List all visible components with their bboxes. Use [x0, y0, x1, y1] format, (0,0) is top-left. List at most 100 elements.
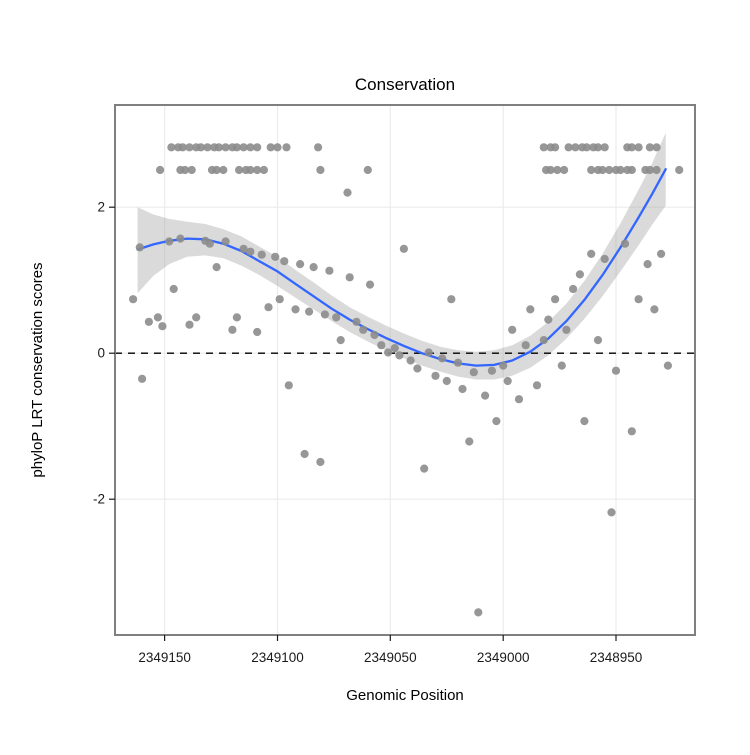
data-point — [675, 165, 684, 175]
data-point — [532, 381, 542, 390]
data-point — [282, 143, 291, 152]
data-point — [503, 376, 512, 386]
data-point — [611, 366, 621, 375]
data-point — [634, 295, 643, 304]
data-point — [352, 317, 361, 326]
data-point — [377, 341, 386, 350]
data-point — [185, 320, 194, 329]
data-point — [178, 143, 187, 152]
data-point — [627, 143, 636, 152]
data-point — [487, 366, 496, 375]
data-point — [192, 313, 201, 322]
data-point — [521, 341, 530, 350]
data-point — [239, 143, 248, 152]
x-tick-label: 2348950 — [590, 650, 643, 665]
data-point — [291, 305, 300, 314]
data-point — [650, 305, 659, 314]
data-point — [205, 239, 214, 248]
x-tick-label: 2349000 — [477, 650, 530, 665]
data-point — [508, 325, 517, 334]
data-point — [180, 165, 190, 175]
data-point — [395, 351, 404, 360]
data-point — [587, 249, 596, 258]
data-point — [264, 303, 273, 312]
data-point — [203, 143, 212, 152]
data-point — [657, 249, 666, 258]
data-point — [228, 325, 237, 334]
data-point — [196, 143, 205, 152]
panel-border — [114, 104, 696, 636]
data-point — [221, 143, 230, 152]
data-point — [169, 284, 178, 294]
data-point — [551, 143, 560, 152]
data-point — [214, 143, 223, 152]
data-point — [634, 143, 643, 152]
data-point — [235, 165, 244, 175]
data-point — [620, 239, 630, 248]
data-point — [562, 325, 571, 334]
y-tick-label: 0 — [97, 346, 105, 361]
data-point — [645, 143, 655, 152]
data-point — [544, 315, 553, 324]
x-tick-label: 2349100 — [251, 650, 304, 665]
data-point — [305, 307, 314, 316]
data-point — [135, 243, 144, 252]
data-point — [158, 322, 167, 331]
data-point — [499, 361, 508, 370]
data-point — [246, 143, 255, 152]
data-point — [363, 165, 372, 175]
data-point — [557, 361, 566, 370]
data-point — [253, 327, 262, 337]
data-point — [296, 260, 305, 269]
data-point — [300, 449, 309, 459]
data-point — [309, 263, 318, 272]
data-point — [253, 143, 262, 152]
data-point — [413, 364, 422, 373]
data-point — [627, 427, 636, 436]
data-point — [138, 374, 147, 383]
data-point — [492, 417, 501, 426]
data-point — [600, 254, 609, 264]
data-point — [232, 143, 241, 152]
data-point — [176, 234, 185, 243]
chart-title: Conservation — [355, 75, 455, 94]
data-point — [336, 336, 345, 345]
data-point — [420, 464, 429, 473]
data-point — [560, 165, 569, 175]
data-point — [384, 348, 393, 357]
data-point — [598, 165, 607, 175]
data-point — [257, 250, 266, 259]
data-point — [325, 266, 334, 275]
data-point — [575, 270, 585, 279]
data-point — [442, 376, 451, 386]
data-point — [316, 165, 325, 175]
data-point — [343, 188, 352, 197]
data-point — [539, 143, 548, 152]
data-point — [266, 143, 275, 152]
data-point — [447, 295, 456, 304]
data-point — [399, 244, 408, 253]
data-point — [167, 143, 176, 152]
x-tick-label: 2349150 — [138, 650, 191, 665]
data-point — [616, 165, 625, 175]
data-point — [424, 348, 433, 357]
data-point — [156, 165, 165, 175]
data-point — [316, 457, 325, 467]
data-point — [129, 295, 138, 304]
data-point — [526, 305, 535, 314]
data-point — [232, 313, 241, 322]
data-point — [514, 395, 524, 404]
data-point — [539, 336, 548, 345]
data-point — [458, 384, 467, 394]
data-point — [627, 165, 636, 175]
data-point — [365, 280, 375, 289]
data-point — [271, 252, 280, 261]
x-tick-label: 2349050 — [364, 650, 417, 665]
data-point — [431, 371, 440, 380]
data-point — [643, 260, 652, 269]
data-point — [652, 143, 661, 152]
data-point — [587, 165, 596, 175]
data-point — [600, 143, 609, 152]
